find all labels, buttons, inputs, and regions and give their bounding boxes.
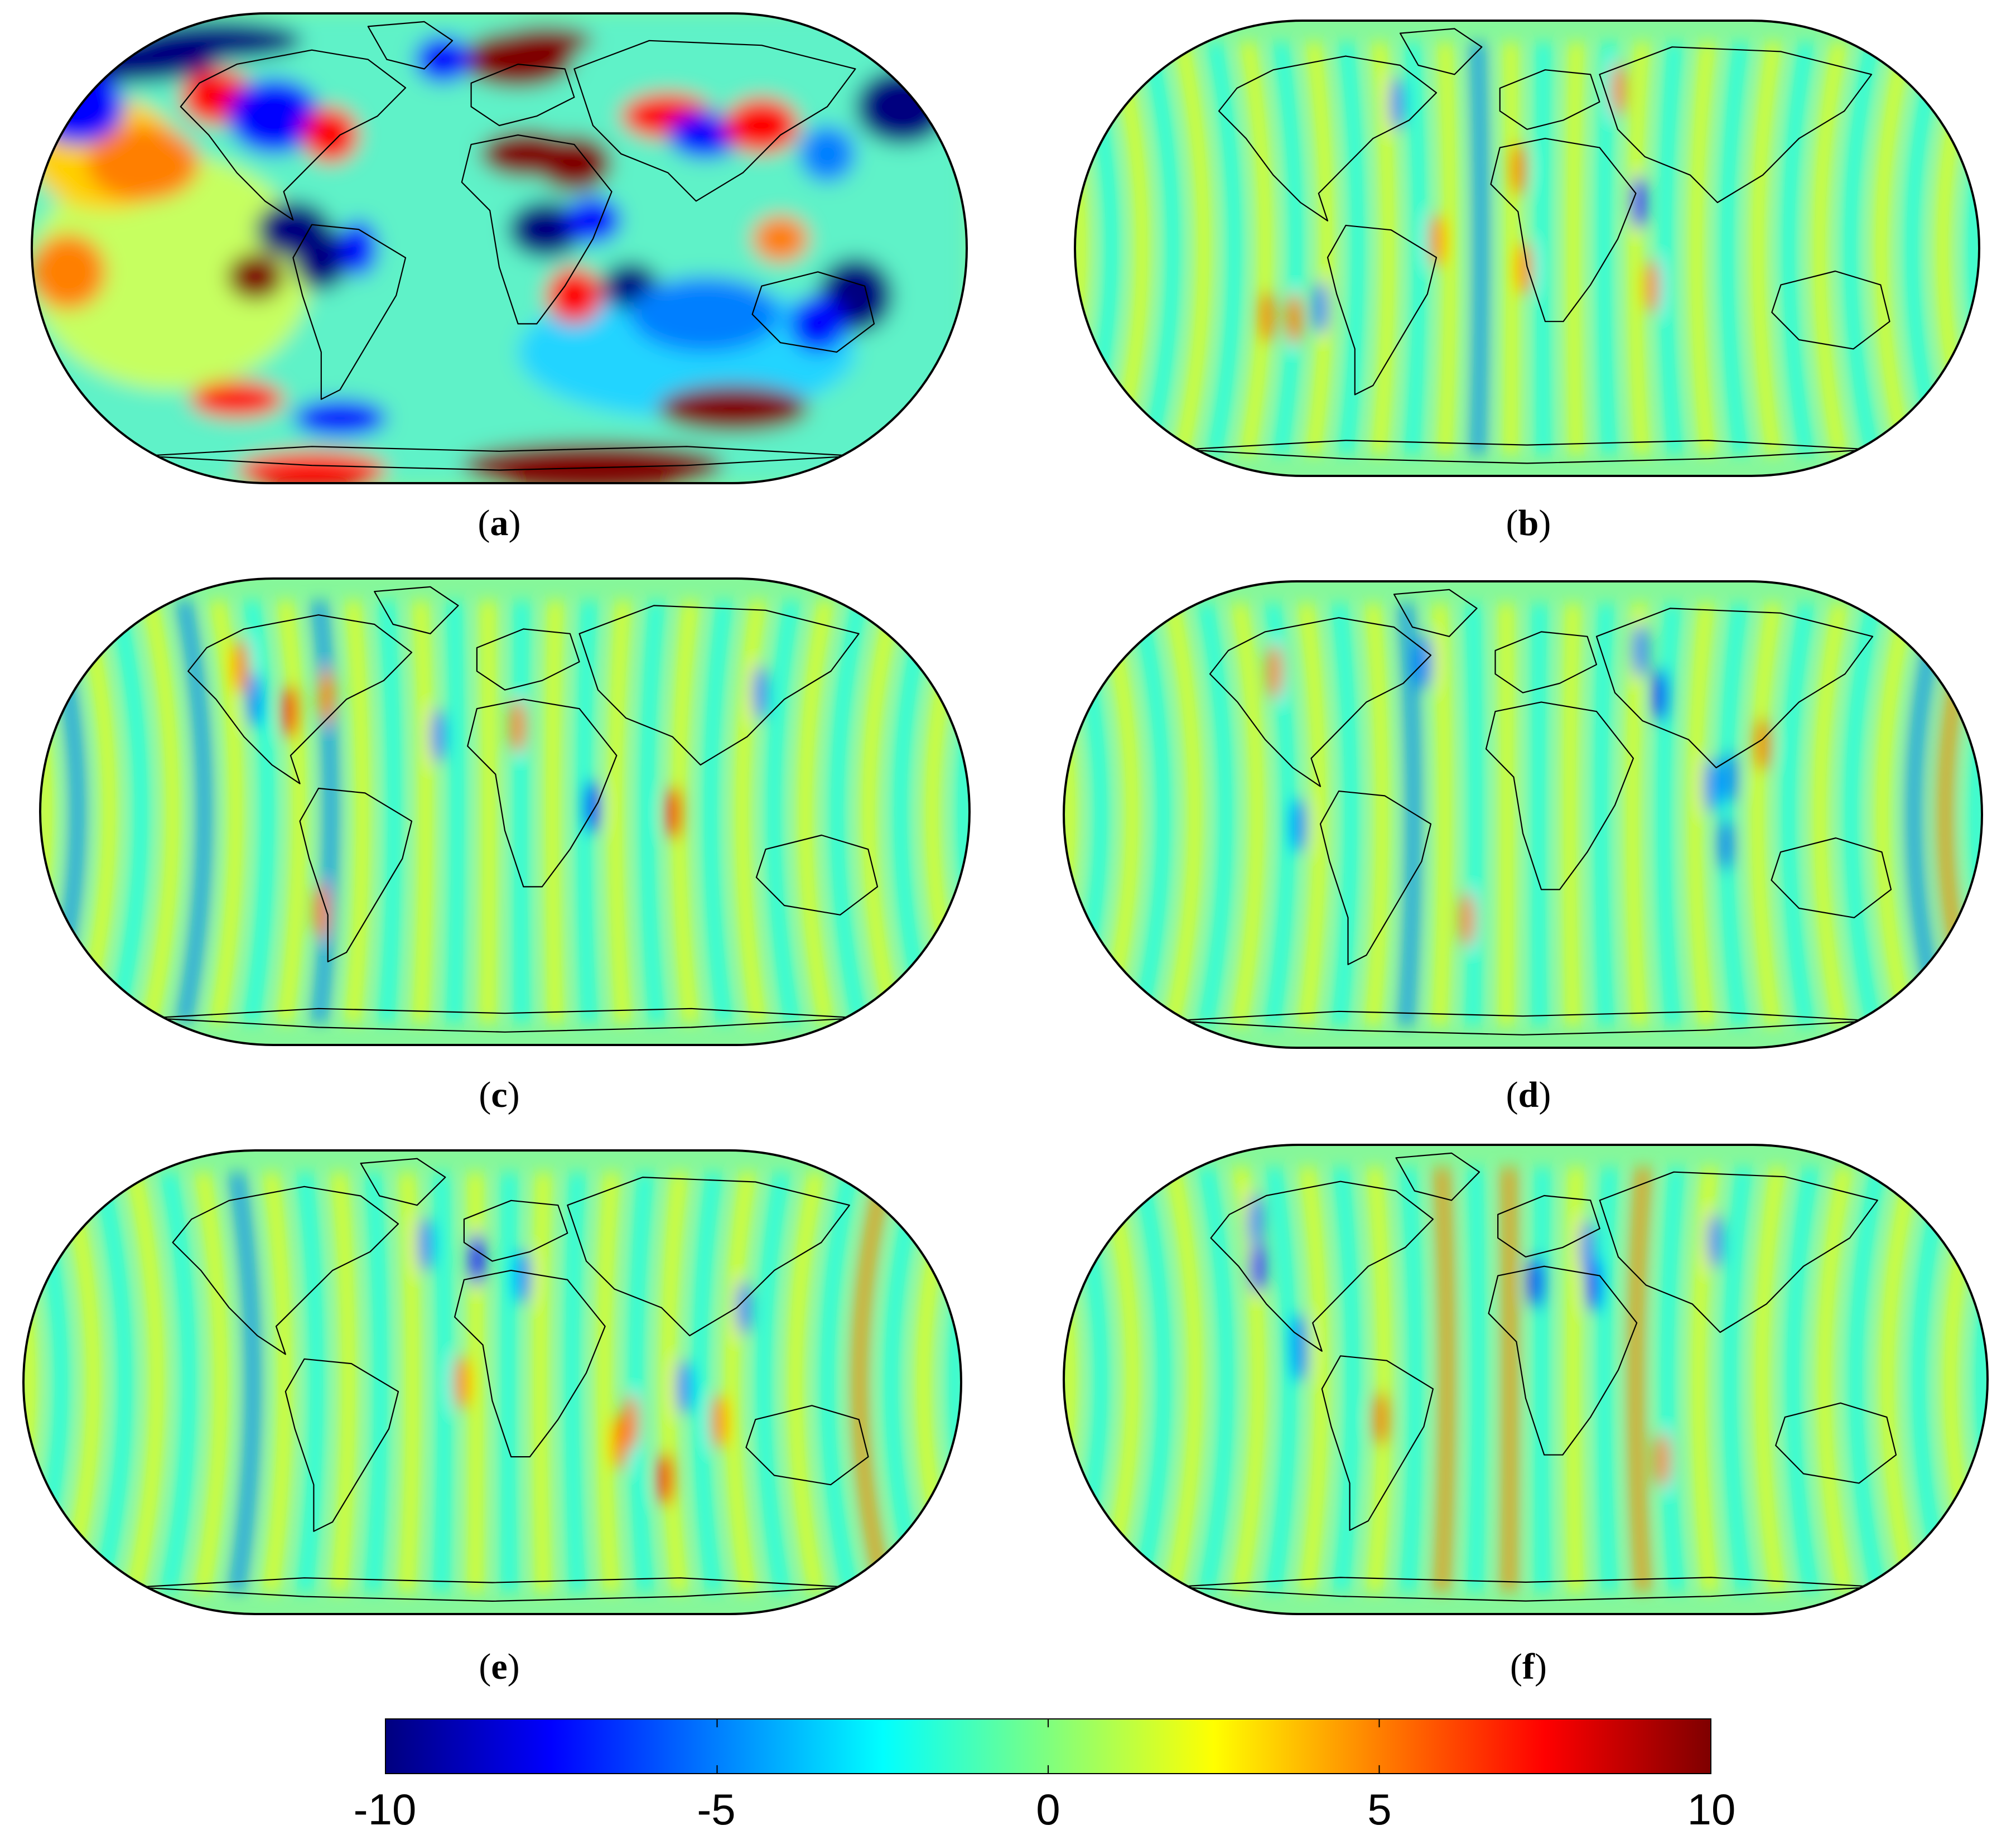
colorbar-tick-label: 0 [1036,1785,1060,1834]
label-close-e: ) [507,1646,520,1687]
map-panel-e [22,1149,962,1615]
colorbar-tick-label: 10 [1687,1785,1736,1834]
label-letter-e: e [491,1646,508,1687]
map-panel-a [31,12,968,484]
label-open-b: ( [1506,503,1518,543]
panel-label-f: (f) [1510,1646,1547,1688]
label-open-c: ( [479,1075,491,1115]
label-open-d: ( [1506,1075,1518,1115]
label-close-f: ) [1534,1646,1547,1687]
map-f-svg [1063,1144,1989,1615]
map-d-svg [1063,580,1983,1049]
label-open-a: ( [478,503,490,543]
panel-label-d: (d) [1506,1074,1551,1116]
label-close-c: ) [507,1075,520,1115]
label-close-b: ) [1538,503,1551,543]
colorbar-tick-label: -10 [353,1785,417,1834]
label-letter-b: b [1518,503,1539,543]
label-letter-d: d [1518,1075,1539,1115]
map-a-svg [31,12,968,484]
label-letter-a: a [490,503,509,543]
panel-label-c: (c) [479,1074,519,1116]
map-panel-b [1074,20,1980,477]
map-e-svg [22,1149,962,1615]
colorbar [385,1718,1711,1774]
colorbar-tick-label: -5 [697,1785,736,1834]
colorbar-tick-label: 5 [1367,1785,1392,1834]
map-panel-f [1063,1144,1989,1615]
panel-label-e: (e) [479,1646,519,1688]
label-open-e: ( [479,1646,491,1687]
label-letter-f: f [1522,1646,1535,1687]
label-close-d: ) [1538,1075,1551,1115]
map-panel-d [1063,580,1983,1049]
panel-label-a: (a) [478,502,521,545]
label-open-f: ( [1510,1646,1523,1687]
map-b-svg [1074,20,1980,477]
map-c-svg [39,577,971,1046]
panel-label-b: (b) [1506,502,1551,545]
colorbar-gradient [386,1719,1710,1773]
label-close-a: ) [508,503,521,543]
label-letter-c: c [491,1075,508,1115]
map-panel-c [39,577,971,1046]
